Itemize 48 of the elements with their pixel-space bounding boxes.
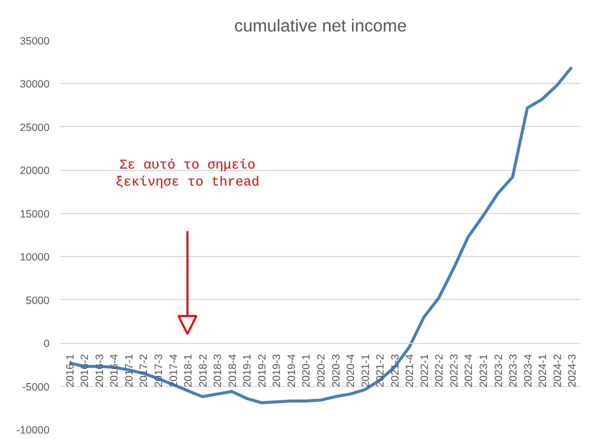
x-tick-label: 2017-4 bbox=[168, 354, 180, 388]
chart-title: cumulative net income bbox=[234, 16, 407, 36]
x-tick-label: 2019-4 bbox=[286, 354, 298, 388]
y-tick-label: 30000 bbox=[20, 78, 50, 91]
x-tick-label: 2024-1 bbox=[537, 354, 550, 388]
x-tick-label: 2018-3 bbox=[212, 354, 224, 388]
line-series bbox=[68, 66, 574, 404]
x-tick-label: 2021-3 bbox=[389, 354, 402, 388]
x-tick-label: 2022-4 bbox=[463, 354, 476, 388]
x-tick-label: 2020-3 bbox=[330, 354, 342, 388]
annotation: Σε αυτό το σημείο ξεκίνησε το thread bbox=[115, 158, 260, 191]
y-tick-label: 5000 bbox=[26, 294, 50, 307]
x-tick-label: 2016-4 bbox=[108, 354, 121, 388]
x-tick-label: 2020-1 bbox=[300, 354, 313, 388]
y-tick-label: 25000 bbox=[20, 122, 50, 134]
x-tick-label: 2021-1 bbox=[360, 354, 372, 388]
x-tick-label: 2021-2 bbox=[374, 354, 387, 388]
y-tick-label: 0 bbox=[44, 338, 50, 350]
y-tick-label: 15000 bbox=[20, 208, 50, 220]
x-tick-label: 2017-1 bbox=[123, 354, 136, 388]
x-tick-label: 2022-2 bbox=[434, 354, 446, 388]
x-tick-label: 2019-2 bbox=[256, 354, 268, 388]
x-tick-label: 2023-3 bbox=[508, 354, 520, 388]
x-tick-label: 2018-2 bbox=[197, 354, 210, 388]
x-tick-label: 2023-1 bbox=[478, 354, 490, 388]
x-tick-label: 2016-2 bbox=[79, 354, 92, 388]
x-tick-label: 2017-2 bbox=[138, 354, 150, 388]
y-tick-label: -5000 bbox=[22, 381, 50, 394]
x-tick-label: 2016-1 bbox=[64, 354, 76, 388]
x-tick-label: 2020-2 bbox=[316, 354, 328, 388]
x-tick-label: 2022-1 bbox=[418, 354, 431, 388]
x-tick-label: 2024-3 bbox=[566, 354, 579, 388]
y-tick-label: 35000 bbox=[20, 36, 50, 48]
x-tick-label: 2018-1 bbox=[182, 354, 195, 388]
x-tick-label: 2018-4 bbox=[226, 354, 239, 388]
y-tick-label: 10000 bbox=[20, 252, 50, 264]
x-tick-label: 2022-3 bbox=[448, 354, 460, 388]
x-tick-label: 2019-3 bbox=[271, 354, 284, 388]
x-tick-label: 2021-4 bbox=[404, 354, 416, 388]
x-tick-label: 2023-4 bbox=[522, 354, 534, 388]
x-tick-label: 2016-3 bbox=[94, 354, 106, 388]
x-tick-label: 2017-3 bbox=[153, 354, 165, 388]
x-tick-label: 2019-1 bbox=[242, 354, 254, 388]
x-tick-label: 2024-2 bbox=[552, 354, 564, 388]
x-tick-label: 2023-2 bbox=[492, 354, 505, 388]
y-tick-label: -10000 bbox=[16, 424, 50, 436]
x-tick-label: 2020-4 bbox=[345, 354, 358, 388]
y-tick-label: 20000 bbox=[20, 165, 50, 178]
